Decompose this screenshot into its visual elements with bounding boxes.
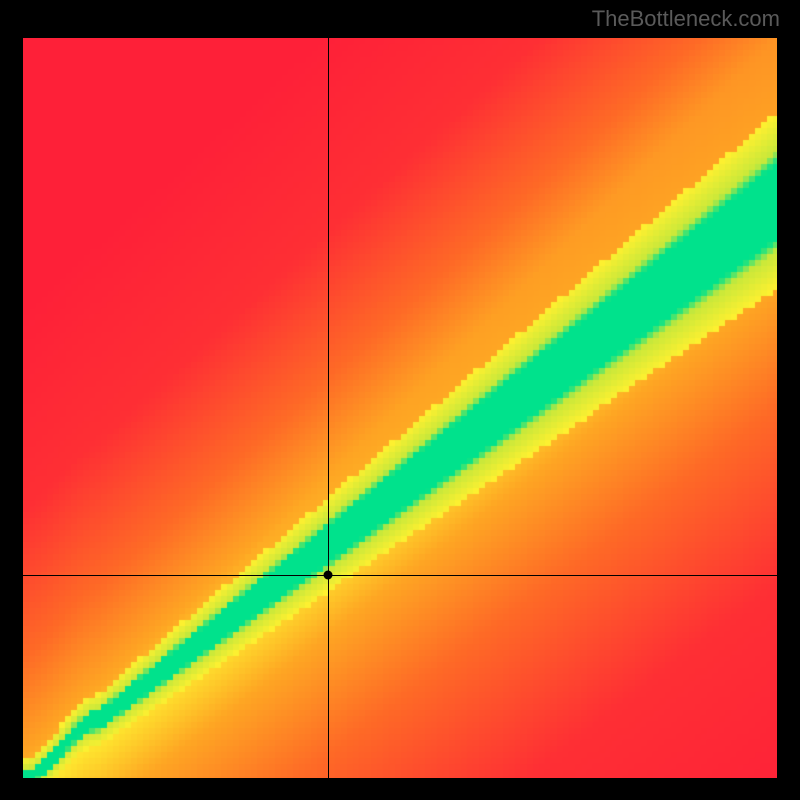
- crosshair-vertical: [328, 38, 329, 778]
- bottleneck-heatmap: [23, 38, 777, 778]
- heatmap-canvas: [23, 38, 777, 778]
- selection-marker: [324, 571, 333, 580]
- crosshair-horizontal: [23, 575, 777, 576]
- attribution-text: TheBottleneck.com: [592, 6, 780, 32]
